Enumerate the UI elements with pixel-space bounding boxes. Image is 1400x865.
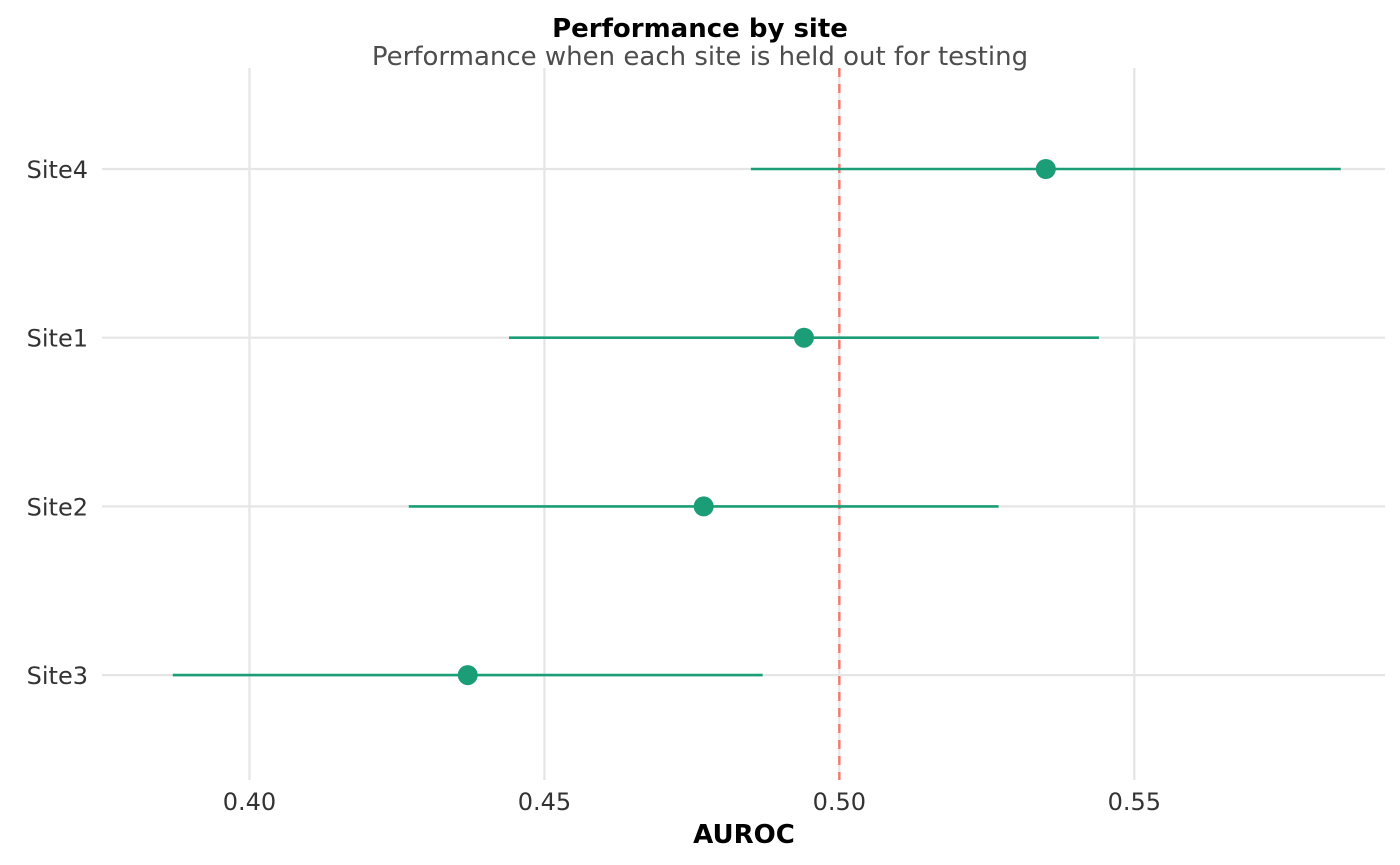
y-tick-label-site2: Site2 — [27, 493, 88, 521]
chart-title: Performance by site — [552, 14, 848, 44]
x-tick-label-1: 0.45 — [518, 788, 571, 816]
data-series — [172, 159, 1341, 686]
y-tick-label-site3: Site3 — [27, 662, 88, 690]
y-tick-label-site4: Site4 — [27, 156, 88, 184]
point-site2 — [693, 496, 714, 517]
chart-subtitle: Performance when each site is held out f… — [372, 42, 1028, 72]
x-tick-label-0: 0.40 — [223, 788, 276, 816]
point-site4 — [1035, 159, 1056, 179]
y-tick-label-site1: Site1 — [27, 325, 88, 353]
grid-lines — [102, 68, 1385, 780]
x-tick-label-3: 0.55 — [1108, 788, 1161, 816]
x-axis-tick-labels: 0.40 0.45 0.50 0.55 — [223, 788, 1161, 816]
point-site1 — [793, 327, 814, 348]
point-site3 — [457, 665, 478, 686]
x-axis-title: AUROC — [693, 820, 795, 850]
x-tick-label-2: 0.50 — [813, 788, 866, 816]
y-axis-tick-labels: Site4 Site1 Site2 Site3 — [27, 156, 88, 690]
